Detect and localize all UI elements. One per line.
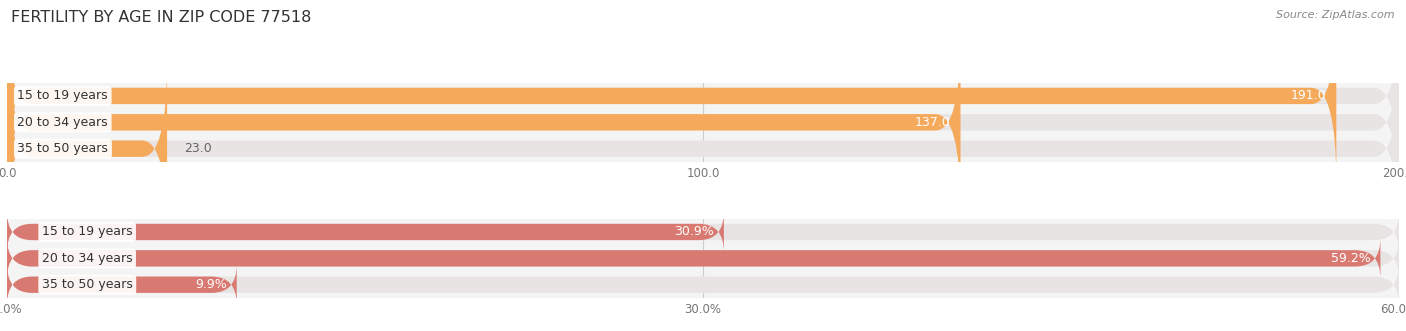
FancyBboxPatch shape	[7, 212, 724, 252]
Text: 15 to 19 years: 15 to 19 years	[42, 225, 132, 238]
FancyBboxPatch shape	[7, 62, 167, 235]
Text: 20 to 34 years: 20 to 34 years	[17, 116, 108, 129]
FancyBboxPatch shape	[7, 62, 1399, 235]
FancyBboxPatch shape	[7, 264, 1399, 305]
Text: 23.0: 23.0	[184, 142, 211, 155]
Text: 191.0: 191.0	[1291, 89, 1327, 102]
Text: 30.9%: 30.9%	[675, 225, 714, 238]
Text: 15 to 19 years: 15 to 19 years	[17, 89, 108, 102]
FancyBboxPatch shape	[7, 238, 1399, 279]
Text: 35 to 50 years: 35 to 50 years	[42, 278, 132, 291]
FancyBboxPatch shape	[7, 9, 1399, 183]
FancyBboxPatch shape	[7, 264, 236, 305]
Text: 20 to 34 years: 20 to 34 years	[42, 252, 132, 265]
FancyBboxPatch shape	[7, 212, 1399, 252]
FancyBboxPatch shape	[7, 35, 960, 209]
Text: 59.2%: 59.2%	[1331, 252, 1371, 265]
Text: 35 to 50 years: 35 to 50 years	[17, 142, 108, 155]
FancyBboxPatch shape	[7, 35, 1399, 209]
Text: 137.0: 137.0	[915, 116, 950, 129]
Text: 9.9%: 9.9%	[195, 278, 226, 291]
Text: FERTILITY BY AGE IN ZIP CODE 77518: FERTILITY BY AGE IN ZIP CODE 77518	[11, 10, 312, 25]
FancyBboxPatch shape	[7, 238, 1381, 279]
FancyBboxPatch shape	[7, 9, 1336, 183]
Text: Source: ZipAtlas.com: Source: ZipAtlas.com	[1277, 10, 1395, 20]
